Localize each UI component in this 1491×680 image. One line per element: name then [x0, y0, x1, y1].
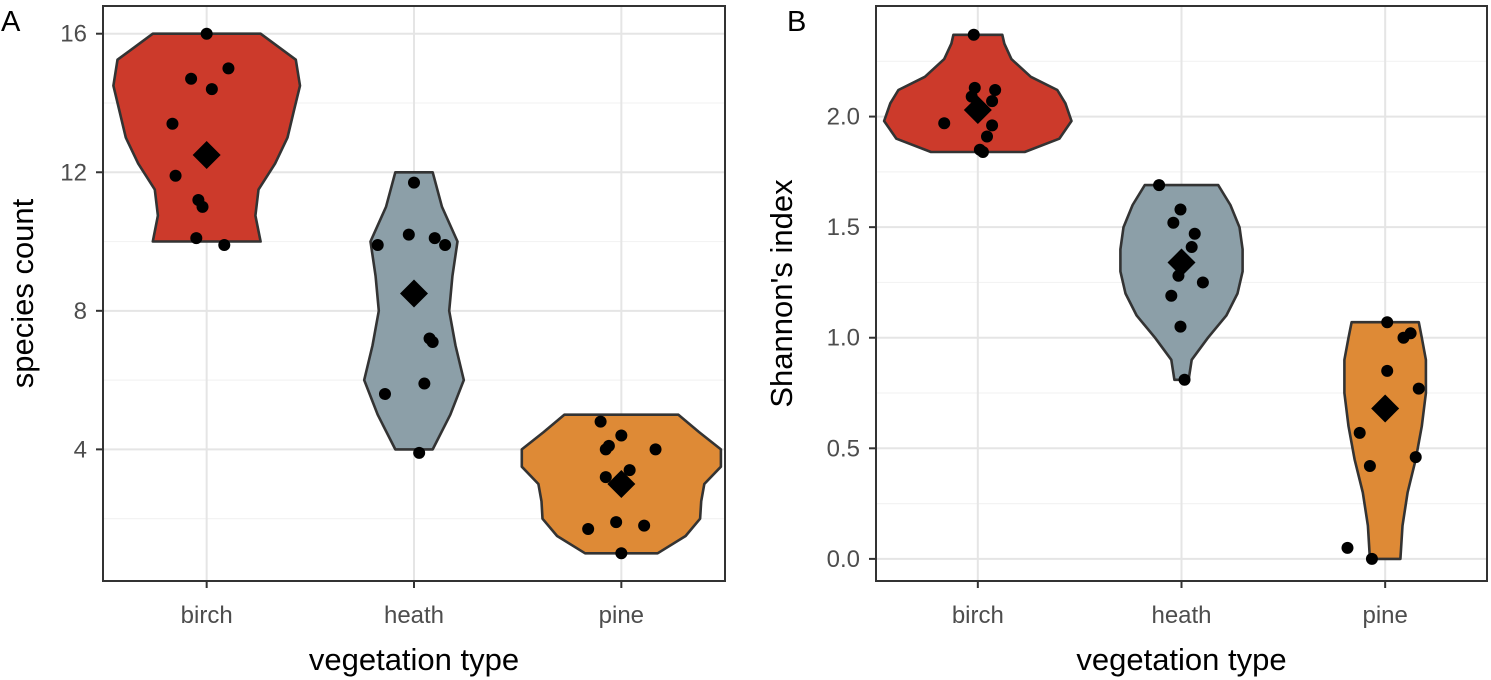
data-point-birch [169, 169, 182, 182]
data-point-heath [1153, 179, 1166, 192]
data-point-pine [1365, 552, 1378, 565]
data-point-heath [1178, 373, 1191, 386]
data-point-pine [1409, 451, 1422, 464]
x-tick-label-heath: heath [384, 602, 444, 629]
y-tick-label: 16 [60, 21, 87, 48]
data-point-pine [1381, 364, 1394, 377]
data-point-pine [615, 429, 628, 442]
data-point-birch [980, 130, 993, 143]
y-tick-label: 2.0 [827, 104, 860, 131]
data-point-birch [205, 83, 218, 96]
data-point-heath [408, 176, 420, 189]
data-point-birch [196, 200, 209, 213]
data-point-pine [623, 464, 636, 477]
data-point-birch [218, 239, 231, 252]
x-tick-label-birch: birch [181, 602, 233, 629]
panel-tag: A [1, 6, 21, 38]
data-point-heath [1165, 289, 1178, 302]
data-point-pine [1353, 426, 1366, 439]
data-point-pine [582, 523, 595, 536]
data-point-pine [594, 415, 607, 428]
data-point-birch [976, 145, 989, 158]
mean-marker-birch [963, 95, 992, 124]
data-point-heath [1167, 216, 1180, 229]
data-point-birch [166, 117, 179, 130]
data-point-birch [986, 95, 999, 108]
data-point-pine [1341, 541, 1354, 554]
data-point-pine [1412, 382, 1425, 395]
data-point-birch [967, 28, 980, 41]
y-tick-label: 0.5 [827, 435, 860, 462]
x-axis-title: vegetation type [1076, 642, 1286, 677]
violin-birch [112, 32, 302, 243]
x-tick-label-birch: birch [952, 602, 1004, 629]
mean-marker-heath [400, 279, 428, 308]
data-point-pine [1381, 316, 1394, 329]
panel-tag: B [787, 6, 806, 38]
data-point-heath [371, 239, 384, 252]
y-axis-title: species count [5, 198, 40, 388]
data-point-heath [378, 387, 391, 400]
data-point-heath [1185, 241, 1198, 254]
data-point-pine [610, 516, 623, 529]
data-point-heath [426, 335, 439, 348]
panel-a-species-count: 4 8 12 16 birch heath pine vegetation type speci… [1, 5, 726, 677]
mean-marker-birch [192, 140, 221, 169]
y-tick-label: 4 [74, 436, 87, 463]
data-point-heath [439, 239, 452, 252]
data-point-heath [402, 228, 415, 241]
data-point-pine [615, 547, 628, 560]
data-point-pine [599, 471, 612, 484]
data-point-heath [418, 377, 431, 390]
data-point-heath [1174, 320, 1187, 333]
data-point-pine [649, 443, 662, 456]
y-tick-label: 12 [60, 159, 87, 186]
data-point-birch [989, 84, 1002, 97]
data-point-birch [938, 117, 951, 130]
mean-marker-heath [1167, 248, 1196, 277]
violin-birch [882, 33, 1073, 154]
y-axis-title: Shannon's index [764, 179, 799, 408]
data-point-birch [190, 232, 203, 245]
panel-b-shannon-index: 0.0 0.5 1.0 1.5 2.0 birch heath pine vegetation … [764, 5, 1488, 677]
data-point-birch [986, 119, 999, 132]
data-point-pine [638, 519, 651, 532]
data-point-pine [599, 443, 612, 456]
y-tick-label: 1.0 [827, 325, 860, 352]
y-tick-label: 1.5 [827, 214, 860, 241]
x-tick-label-heath: heath [1151, 602, 1211, 629]
data-point-pine [1397, 331, 1410, 344]
x-axis-title: vegetation type [309, 642, 519, 677]
data-point-birch [222, 62, 235, 75]
data-point-pine [1363, 460, 1376, 472]
y-tick-label: 8 [74, 298, 87, 325]
data-point-birch [185, 72, 198, 85]
violin-heath [1119, 183, 1244, 382]
data-point-birch [200, 27, 213, 40]
mean-marker-pine [607, 470, 636, 499]
mean-marker-pine [1371, 394, 1400, 423]
y-tick-label: 0.0 [827, 546, 860, 573]
x-tick-label-pine: pine [1362, 602, 1407, 629]
data-point-heath [1196, 276, 1209, 289]
data-point-heath [428, 232, 441, 245]
data-point-heath [413, 446, 426, 459]
x-tick-label-pine: pine [599, 602, 644, 629]
data-point-heath [1188, 227, 1201, 240]
data-point-heath [1174, 203, 1187, 216]
